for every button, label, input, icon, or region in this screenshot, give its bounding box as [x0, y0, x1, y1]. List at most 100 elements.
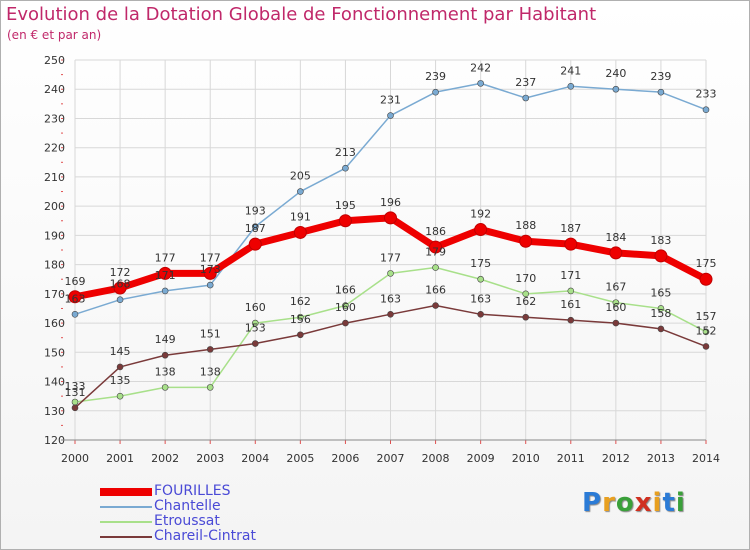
data-point	[702, 328, 710, 336]
data-point	[251, 319, 259, 327]
chart-title: Evolution de la Dotation Globale de Fonc…	[6, 4, 597, 25]
line-chart: 120 130 140 150 160 170 180 190 200 210 220 230 240 2…	[44, 54, 720, 465]
data-label: 160	[245, 301, 266, 314]
data-point	[297, 188, 304, 195]
data-point	[387, 112, 394, 119]
data-label: 175	[470, 257, 491, 270]
x-tick-label: 2006	[331, 452, 359, 465]
data-point	[432, 88, 439, 96]
data-point	[161, 351, 169, 359]
y-tick-label: 160	[44, 317, 65, 330]
data-label: 205	[290, 170, 311, 183]
data-label: 183	[650, 234, 671, 247]
data-label: 241	[560, 64, 581, 77]
data-label: 138	[155, 365, 176, 378]
data-point	[477, 80, 484, 87]
x-tick-label: 2011	[557, 452, 585, 465]
data-label: 151	[200, 327, 221, 340]
data-point	[342, 319, 349, 327]
logo-letter: P	[582, 488, 603, 518]
data-label: 177	[380, 251, 401, 264]
data-label: 170	[515, 272, 536, 285]
x-tick-label: 2003	[196, 452, 224, 465]
data-point	[68, 290, 82, 304]
data-label: 188	[515, 219, 536, 232]
data-point	[702, 343, 710, 350]
y-tick-label: 140	[44, 376, 65, 389]
legend-label: Etroussat	[154, 513, 220, 529]
data-label: 153	[245, 322, 266, 335]
data-label: 231	[380, 94, 401, 107]
x-tick-label: 2005	[286, 452, 314, 465]
y-tick-label: 240	[44, 83, 65, 96]
data-label: 149	[155, 333, 176, 346]
data-point	[338, 214, 352, 228]
data-label: 242	[470, 61, 491, 74]
data-point	[203, 266, 217, 280]
data-label: 187	[245, 222, 266, 235]
data-label: 240	[605, 67, 626, 80]
data-label: 163	[470, 292, 491, 305]
data-point	[71, 311, 79, 318]
data-point	[702, 106, 710, 113]
data-point	[384, 211, 397, 225]
data-label: 162	[515, 295, 536, 308]
data-label: 131	[65, 386, 86, 399]
data-point	[612, 299, 620, 306]
data-label: 166	[335, 284, 356, 297]
data-point	[657, 325, 665, 333]
data-point	[297, 313, 304, 321]
data-point	[161, 287, 169, 295]
x-tick-label: 2007	[377, 452, 405, 465]
data-point	[657, 305, 665, 312]
data-label: 160	[605, 301, 626, 314]
data-label: 158	[650, 307, 671, 320]
data-point	[293, 225, 307, 239]
data-point	[477, 311, 484, 318]
data-point	[248, 237, 262, 251]
data-point	[474, 223, 488, 237]
data-label: 135	[110, 374, 131, 387]
data-label: 179	[425, 246, 446, 259]
data-point	[161, 384, 169, 391]
x-tick-label: 2001	[106, 452, 134, 465]
data-point	[519, 234, 533, 248]
x-tick-label: 2012	[602, 452, 630, 465]
y-tick-label: 250	[44, 54, 65, 67]
x-tick-label: 2014	[692, 452, 720, 465]
data-label: 163	[380, 292, 401, 305]
x-tick-label: 2000	[61, 452, 89, 465]
data-label: 167	[605, 281, 626, 294]
data-label: 157	[696, 310, 717, 323]
data-point	[654, 249, 668, 263]
data-label: 133	[65, 380, 86, 393]
data-label: 171	[155, 269, 176, 282]
data-label: 160	[335, 301, 356, 314]
data-point	[158, 266, 172, 280]
data-label: 145	[110, 345, 131, 358]
data-point	[567, 287, 575, 295]
x-tick-label: 2004	[241, 452, 269, 465]
x-tick-label: 2008	[422, 452, 450, 465]
data-point	[251, 223, 259, 230]
data-label: 173	[200, 263, 221, 276]
data-point	[206, 346, 214, 353]
legend-label: FOURILLES	[154, 483, 231, 499]
data-point	[432, 264, 439, 271]
data-label: 138	[200, 365, 221, 378]
data-label: 162	[290, 295, 311, 308]
legend-swatch	[100, 536, 152, 538]
data-point	[71, 404, 79, 412]
proxiti-logo: Proxiti	[582, 488, 686, 518]
data-point	[567, 83, 575, 90]
logo-letter: o	[615, 488, 635, 518]
data-label: 177	[200, 251, 221, 264]
x-tick-label: 2002	[151, 452, 179, 465]
data-label: 186	[425, 225, 446, 238]
data-point	[564, 237, 578, 251]
y-tick-label: 190	[44, 229, 65, 242]
data-point	[116, 392, 124, 400]
y-tick-label: 170	[44, 288, 65, 301]
data-point	[387, 270, 394, 277]
